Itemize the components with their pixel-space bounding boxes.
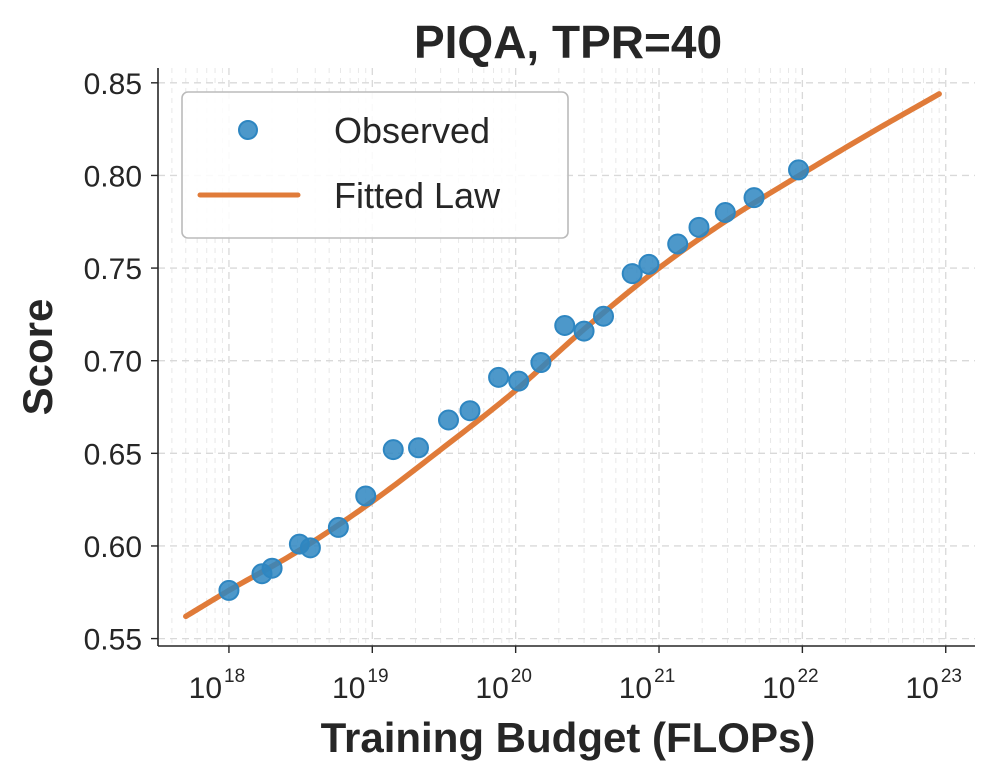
observed-point [437,409,459,431]
observed-point [573,320,595,342]
y-tick-label: 0.75 [84,253,142,286]
observed-point [530,352,552,374]
observed-point [407,437,429,459]
observed-point [714,202,736,223]
x-tick-label: 10 19 [332,666,389,705]
y-tick-label: 0.55 [84,624,142,657]
x-tick-labels: 10 18 10 19 10 20 10 21 10 22 10 23 [189,646,962,705]
observed-point [638,253,660,275]
x-tick-label: 10 22 [762,666,819,705]
observed-point [743,187,765,209]
y-tick-label: 0.70 [84,346,142,379]
legend: Observed Fitted Law [181,91,569,239]
observed-point [488,366,510,388]
y-tick-label: 0.65 [84,438,142,471]
x-tick-label: 10 23 [905,666,962,705]
observed-point [299,537,321,559]
observed-point [382,439,404,461]
observed-point [218,579,240,601]
legend-observed-label: Observed [334,110,490,151]
observed-point [327,516,349,538]
legend-observed-marker [238,120,258,140]
observed-point [508,370,530,392]
y-tick-label: 0.60 [84,531,142,564]
y-tick-label: 0.85 [84,68,142,101]
observed-point [621,263,643,285]
x-axis-label: Training Budget (FLOPs) [321,714,816,761]
observed-point [554,315,576,337]
observed-point [688,216,710,238]
chart-title: PIQA, TPR=40 [414,16,722,68]
legend-fitted-label: Fitted Law [334,175,501,216]
observed-point [459,400,481,422]
y-axis-label: Score [14,299,61,416]
y-tick-labels: 0.55 0.60 0.65 0.70 0.75 0.80 0.85 [84,68,158,657]
legend-box [181,91,569,239]
x-tick-label: 10 18 [189,666,246,705]
observed-point [667,233,689,255]
observed-point [788,159,810,181]
grid [158,68,975,646]
y-tick-label: 0.80 [84,160,142,193]
observed-series [218,159,810,601]
observed-point [261,557,283,579]
observed-point [593,305,615,327]
observed-point [355,485,377,507]
x-tick-label: 10 20 [475,666,532,705]
x-tick-label: 10 21 [619,666,676,705]
